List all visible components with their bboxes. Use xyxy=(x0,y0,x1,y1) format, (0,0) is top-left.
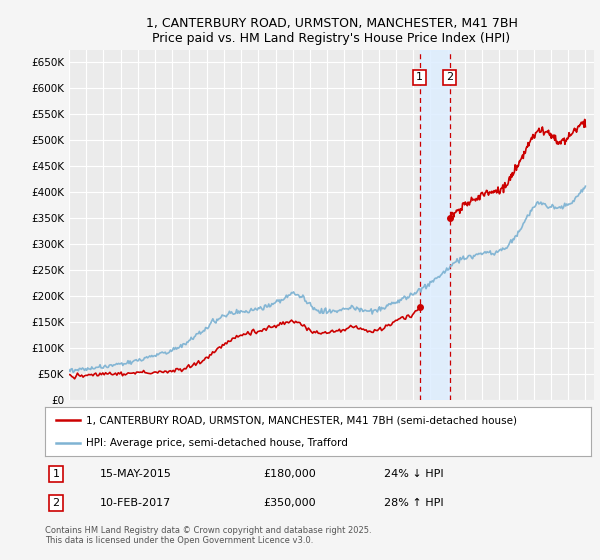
Bar xyxy=(419,50,449,400)
Text: Contains HM Land Registry data © Crown copyright and database right 2025.
This d: Contains HM Land Registry data © Crown c… xyxy=(45,526,371,545)
Text: 1, CANTERBURY ROAD, URMSTON, MANCHESTER, M41 7BH (semi-detached house): 1, CANTERBURY ROAD, URMSTON, MANCHESTER,… xyxy=(86,416,517,426)
Text: £350,000: £350,000 xyxy=(263,498,316,508)
Text: 24% ↓ HPI: 24% ↓ HPI xyxy=(383,469,443,479)
Text: 10-FEB-2017: 10-FEB-2017 xyxy=(100,498,171,508)
Text: 15-MAY-2015: 15-MAY-2015 xyxy=(100,469,172,479)
Text: 2: 2 xyxy=(446,72,453,82)
Text: £180,000: £180,000 xyxy=(263,469,316,479)
Title: 1, CANTERBURY ROAD, URMSTON, MANCHESTER, M41 7BH
Price paid vs. HM Land Registry: 1, CANTERBURY ROAD, URMSTON, MANCHESTER,… xyxy=(146,17,517,45)
Text: 1: 1 xyxy=(52,469,59,479)
Text: 28% ↑ HPI: 28% ↑ HPI xyxy=(383,498,443,508)
Text: 1: 1 xyxy=(416,72,423,82)
Text: HPI: Average price, semi-detached house, Trafford: HPI: Average price, semi-detached house,… xyxy=(86,438,348,448)
Text: 2: 2 xyxy=(52,498,59,508)
